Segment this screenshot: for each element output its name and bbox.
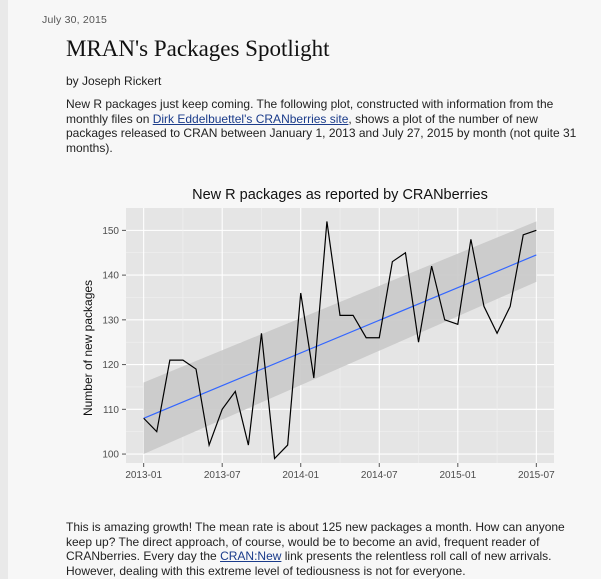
cran-new-link[interactable]: CRAN:New bbox=[220, 549, 282, 564]
x-tick-label: 2014-07 bbox=[361, 470, 398, 481]
y-tick-label: 150 bbox=[102, 226, 119, 237]
outro-text-2: link presents the relentless roll call o… bbox=[66, 549, 552, 578]
series-line bbox=[143, 221, 537, 460]
outro-text-1: This is amazing growth! The mean rate is… bbox=[66, 520, 565, 564]
post-date: July 30, 2015 bbox=[42, 14, 108, 26]
intro-text-1: New R packages just keep coming. The fol… bbox=[66, 97, 554, 126]
post-byline: by Joseph Rickert bbox=[66, 74, 162, 88]
chart-title: New R packages as reported by CRANberrie… bbox=[192, 187, 488, 203]
cranberries-link[interactable]: Dirk Eddelbuettel's CRANberries site bbox=[152, 111, 349, 126]
y-tick-label: 120 bbox=[102, 360, 119, 371]
outro-paragraph: This is amazing growth! The mean rate is… bbox=[66, 520, 578, 578]
packages-chart: New R packages as reported by CRANberrie… bbox=[81, 187, 555, 481]
confidence-band bbox=[143, 221, 537, 455]
x-tick-label: 2014-01 bbox=[282, 470, 319, 481]
trend-line bbox=[143, 254, 537, 419]
x-tick-label: 2015-01 bbox=[439, 470, 476, 481]
y-tick-label: 130 bbox=[102, 315, 119, 326]
y-tick-label: 100 bbox=[102, 450, 119, 461]
y-axis-label: Number of new packages bbox=[81, 280, 95, 416]
x-tick-label: 2013-01 bbox=[125, 470, 162, 481]
y-tick-label: 140 bbox=[102, 271, 119, 282]
y-tick-label: 110 bbox=[103, 405, 119, 416]
intro-paragraph: New R packages just keep coming. The fol… bbox=[66, 97, 578, 155]
x-tick-label: 2013-07 bbox=[204, 470, 241, 481]
post-title[interactable]: MRAN's Packages Spotlight bbox=[66, 36, 330, 61]
page-left-margin bbox=[0, 0, 8, 579]
intro-text-2: , shows a plot of the number of new pack… bbox=[66, 111, 577, 155]
x-tick-label: 2015-07 bbox=[518, 470, 555, 481]
